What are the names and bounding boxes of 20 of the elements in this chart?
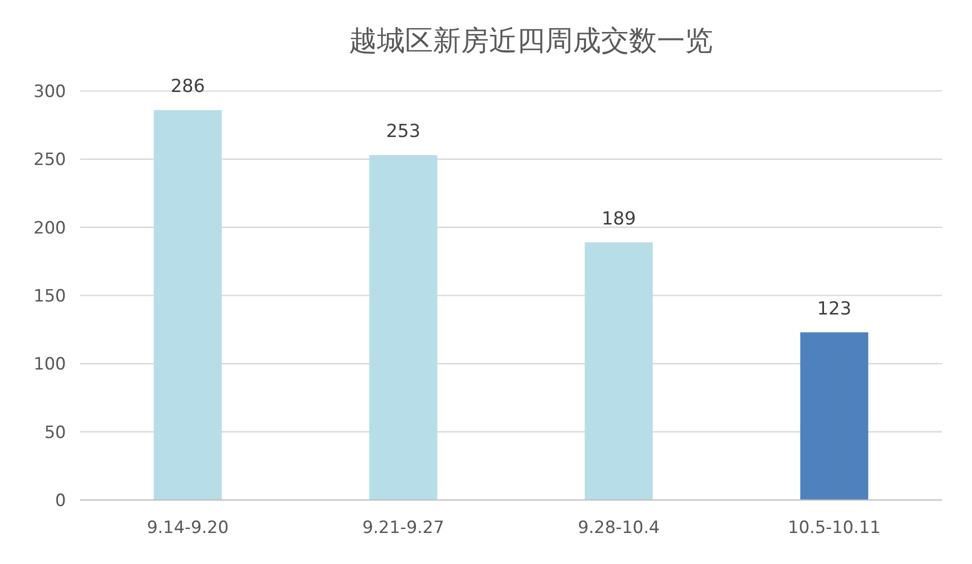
data-label: 123: [817, 298, 852, 320]
y-tick-label: 200: [34, 218, 66, 238]
y-tick-label: 250: [34, 150, 66, 170]
data-label: 286: [170, 76, 205, 98]
x-tick-label: 9.14-9.20: [146, 518, 229, 538]
bar: [369, 155, 438, 500]
y-tick-label: 50: [44, 422, 66, 443]
x-tick-label: 9.21-9.27: [362, 518, 444, 538]
data-label: 189: [602, 208, 636, 230]
x-tick-label: 9.28-10.4: [578, 518, 660, 538]
x-tick-label: 10.5-10.11: [788, 518, 881, 538]
y-tick-label: 0: [55, 491, 66, 511]
data-label: 253: [386, 121, 420, 142]
y-tick-label: 300: [34, 82, 66, 102]
bar: [154, 110, 222, 500]
y-tick-label: 150: [34, 286, 66, 306]
bar: [584, 242, 653, 500]
y-tick-label: 100: [34, 354, 66, 375]
bar: [800, 332, 868, 500]
chart-title: 越城区新房近四周成交数一览: [349, 24, 713, 57]
